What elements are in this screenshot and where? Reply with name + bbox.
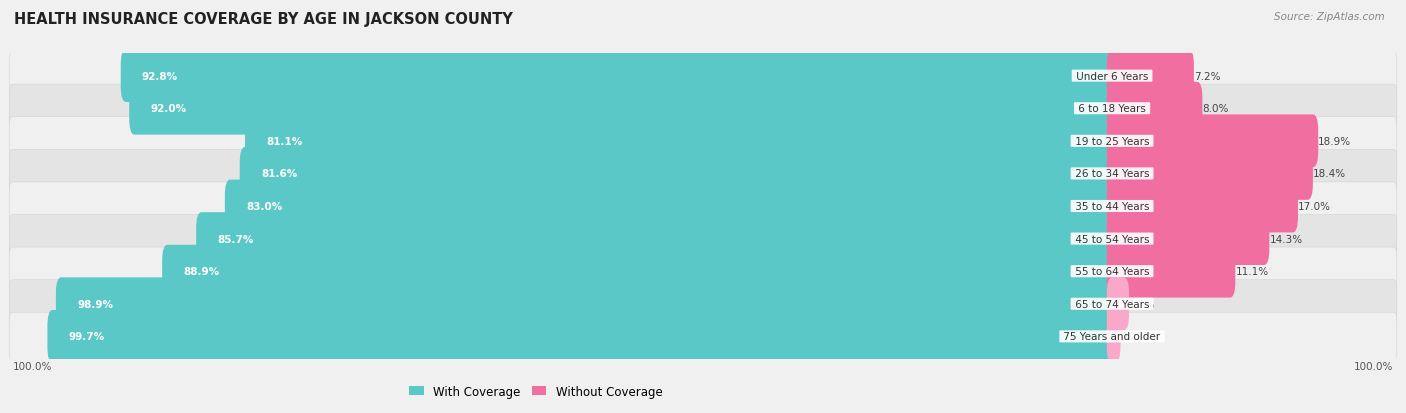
- Text: 11.1%: 11.1%: [1236, 266, 1268, 277]
- FancyBboxPatch shape: [10, 280, 1396, 328]
- Text: 26 to 34 Years: 26 to 34 Years: [1071, 169, 1153, 179]
- FancyBboxPatch shape: [1107, 213, 1270, 265]
- Text: Source: ZipAtlas.com: Source: ZipAtlas.com: [1274, 12, 1385, 22]
- Text: 65 to 74 Years: 65 to 74 Years: [1071, 299, 1153, 309]
- FancyBboxPatch shape: [10, 215, 1396, 263]
- Text: 83.0%: 83.0%: [246, 202, 283, 211]
- Text: 19 to 25 Years: 19 to 25 Years: [1071, 136, 1153, 147]
- FancyBboxPatch shape: [1107, 148, 1313, 200]
- Text: 35 to 44 Years: 35 to 44 Years: [1071, 202, 1153, 211]
- FancyBboxPatch shape: [1107, 278, 1129, 330]
- Legend: With Coverage, Without Coverage: With Coverage, Without Coverage: [405, 380, 668, 402]
- FancyBboxPatch shape: [245, 115, 1118, 168]
- Text: 17.0%: 17.0%: [1298, 202, 1331, 211]
- FancyBboxPatch shape: [129, 83, 1118, 135]
- Text: 14.3%: 14.3%: [1270, 234, 1302, 244]
- Text: 81.6%: 81.6%: [262, 169, 297, 179]
- Text: 6 to 18 Years: 6 to 18 Years: [1076, 104, 1149, 114]
- Text: 92.8%: 92.8%: [142, 71, 179, 81]
- FancyBboxPatch shape: [10, 85, 1396, 133]
- FancyBboxPatch shape: [10, 150, 1396, 198]
- Text: 75 Years and older: 75 Years and older: [1060, 332, 1164, 342]
- Text: 98.9%: 98.9%: [77, 299, 112, 309]
- FancyBboxPatch shape: [162, 245, 1118, 298]
- FancyBboxPatch shape: [1107, 245, 1236, 298]
- Text: 1.1%: 1.1%: [1129, 299, 1156, 309]
- Text: 55 to 64 Years: 55 to 64 Years: [1071, 266, 1153, 277]
- Text: HEALTH INSURANCE COVERAGE BY AGE IN JACKSON COUNTY: HEALTH INSURANCE COVERAGE BY AGE IN JACK…: [14, 12, 513, 27]
- Text: 100.0%: 100.0%: [1354, 361, 1393, 371]
- FancyBboxPatch shape: [1107, 50, 1194, 103]
- Text: 99.7%: 99.7%: [69, 332, 105, 342]
- Text: Under 6 Years: Under 6 Years: [1073, 71, 1152, 81]
- Text: 92.0%: 92.0%: [150, 104, 187, 114]
- Text: 8.0%: 8.0%: [1202, 104, 1229, 114]
- FancyBboxPatch shape: [1107, 310, 1121, 363]
- Text: 7.2%: 7.2%: [1194, 71, 1220, 81]
- FancyBboxPatch shape: [197, 213, 1118, 265]
- Text: 18.4%: 18.4%: [1313, 169, 1346, 179]
- Text: 45 to 54 Years: 45 to 54 Years: [1071, 234, 1153, 244]
- FancyBboxPatch shape: [10, 52, 1396, 100]
- FancyBboxPatch shape: [10, 117, 1396, 166]
- Text: 81.1%: 81.1%: [266, 136, 302, 147]
- Text: 100.0%: 100.0%: [13, 361, 52, 371]
- FancyBboxPatch shape: [240, 148, 1118, 200]
- Text: 18.9%: 18.9%: [1319, 136, 1351, 147]
- FancyBboxPatch shape: [10, 313, 1396, 361]
- FancyBboxPatch shape: [1107, 83, 1202, 135]
- FancyBboxPatch shape: [1107, 180, 1298, 233]
- FancyBboxPatch shape: [56, 278, 1118, 330]
- FancyBboxPatch shape: [1107, 115, 1319, 168]
- FancyBboxPatch shape: [121, 50, 1118, 103]
- FancyBboxPatch shape: [48, 310, 1118, 363]
- Text: 85.7%: 85.7%: [218, 234, 254, 244]
- Text: 0.29%: 0.29%: [1121, 332, 1153, 342]
- Text: 88.9%: 88.9%: [183, 266, 219, 277]
- FancyBboxPatch shape: [225, 180, 1118, 233]
- FancyBboxPatch shape: [10, 183, 1396, 230]
- FancyBboxPatch shape: [10, 247, 1396, 296]
